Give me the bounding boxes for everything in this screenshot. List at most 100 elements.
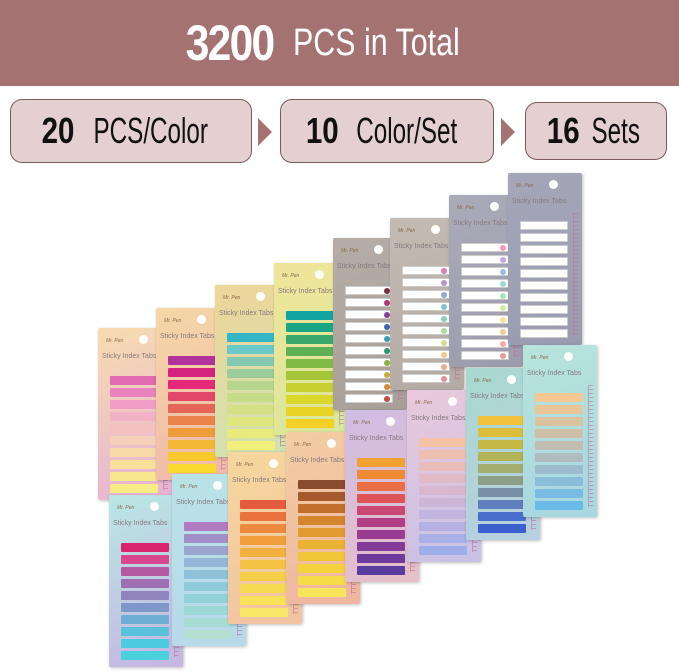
sticky-tab bbox=[478, 512, 526, 521]
sticky-tab bbox=[184, 618, 232, 627]
sticky-tab bbox=[520, 233, 568, 242]
sticky-tab bbox=[110, 424, 158, 433]
sticky-tab bbox=[357, 566, 405, 575]
brand-logo: Mr. Pen bbox=[236, 462, 254, 468]
sticky-tab bbox=[520, 269, 568, 278]
sticky-tab bbox=[461, 339, 509, 348]
sticky-tab bbox=[419, 498, 467, 507]
sticky-tab bbox=[286, 323, 334, 332]
sticky-tab bbox=[184, 630, 232, 639]
ruler bbox=[588, 385, 593, 507]
sticky-tab bbox=[121, 651, 169, 660]
pcs-per-color-label: PCS/Color bbox=[93, 110, 208, 151]
sticky-tab bbox=[286, 347, 334, 356]
sticky-tab bbox=[345, 382, 393, 391]
sticky-tab bbox=[168, 380, 216, 389]
sticky-tab bbox=[110, 448, 158, 457]
sticky-tab bbox=[461, 327, 509, 336]
tab-set-card: Mr. Pen Sticky Index Tabs bbox=[523, 345, 597, 517]
sticky-tab bbox=[286, 335, 334, 344]
sticky-tab bbox=[419, 474, 467, 483]
tab-set-card: Mr. Pen Sticky Index Tabs bbox=[508, 173, 582, 345]
tab-set-card: Mr. Pen Sticky Index Tabs bbox=[172, 474, 246, 646]
sticky-tab bbox=[535, 429, 583, 438]
sticky-tab bbox=[184, 522, 232, 531]
sticky-tab bbox=[184, 546, 232, 555]
sticky-tab bbox=[357, 506, 405, 515]
sticky-tab bbox=[402, 374, 450, 383]
sticky-tab bbox=[240, 512, 288, 521]
sticky-tab bbox=[298, 516, 346, 525]
sticky-tab bbox=[402, 290, 450, 299]
sticky-tab bbox=[298, 552, 346, 561]
sticky-tab bbox=[121, 555, 169, 564]
sticky-tab bbox=[357, 518, 405, 527]
sticky-tab bbox=[240, 572, 288, 581]
sticky-tab bbox=[168, 464, 216, 473]
arrow-right-icon bbox=[501, 118, 515, 146]
sticky-tab bbox=[345, 358, 393, 367]
sticky-tab bbox=[357, 494, 405, 503]
sticky-tab bbox=[110, 436, 158, 445]
sticky-tab bbox=[121, 615, 169, 624]
brand-logo: Mr. Pen bbox=[457, 205, 475, 211]
sticky-tab bbox=[286, 359, 334, 368]
sticky-tab bbox=[520, 245, 568, 254]
sticky-tab bbox=[168, 428, 216, 437]
sticky-tab bbox=[121, 579, 169, 588]
sticky-tab bbox=[121, 543, 169, 552]
sticky-tab bbox=[357, 542, 405, 551]
hang-hole bbox=[197, 315, 206, 324]
hang-hole bbox=[386, 417, 395, 426]
sticky-tab bbox=[110, 472, 158, 481]
sticky-tab bbox=[121, 627, 169, 636]
sticky-tab bbox=[461, 291, 509, 300]
sticky-tab bbox=[520, 257, 568, 266]
sticky-tab bbox=[298, 480, 346, 489]
sticky-tab bbox=[184, 570, 232, 579]
sticky-tab bbox=[121, 591, 169, 600]
pcs-per-color-number: 20 bbox=[41, 110, 75, 151]
sticky-tab bbox=[168, 416, 216, 425]
sticky-tab bbox=[227, 369, 275, 378]
brand-logo: Mr. Pen bbox=[294, 442, 312, 448]
sticky-tab bbox=[520, 293, 568, 302]
sticky-tab bbox=[535, 441, 583, 450]
ruler bbox=[573, 213, 578, 335]
sticky-tab bbox=[286, 419, 334, 428]
sticky-tab bbox=[520, 281, 568, 290]
hang-hole bbox=[315, 270, 324, 279]
sticky-tab bbox=[520, 317, 568, 326]
sticky-tab bbox=[461, 243, 509, 252]
title-banner: 3200 PCS in Total bbox=[0, 0, 679, 86]
sticky-tab bbox=[535, 477, 583, 486]
sets-number: 16 bbox=[546, 110, 580, 151]
brand-logo: Mr. Pen bbox=[531, 355, 549, 361]
sets-badge: 16 Sets bbox=[525, 102, 667, 160]
sticky-tab bbox=[535, 489, 583, 498]
sticky-tab bbox=[419, 450, 467, 459]
sticky-tab bbox=[184, 582, 232, 591]
sticky-tab bbox=[227, 333, 275, 342]
sticky-tab bbox=[168, 452, 216, 461]
product-label: Sticky Index Tabs bbox=[219, 310, 274, 317]
hang-hole bbox=[139, 335, 148, 344]
sticky-tab bbox=[357, 482, 405, 491]
sticky-tab bbox=[227, 441, 275, 450]
sticky-tab bbox=[298, 504, 346, 513]
sticky-tab bbox=[227, 393, 275, 402]
sticky-tab bbox=[345, 394, 393, 403]
product-label: Sticky Index Tabs bbox=[232, 477, 287, 484]
sticky-tab bbox=[227, 345, 275, 354]
sticky-tab bbox=[345, 346, 393, 355]
sticky-tab bbox=[345, 298, 393, 307]
sticky-tab bbox=[286, 383, 334, 392]
sticky-tab bbox=[535, 405, 583, 414]
product-label: Sticky Index Tabs bbox=[394, 243, 449, 250]
sticky-tab bbox=[402, 326, 450, 335]
sticky-tab bbox=[535, 393, 583, 402]
sticky-tab bbox=[168, 440, 216, 449]
sticky-tab bbox=[402, 266, 450, 275]
sticky-tab bbox=[298, 588, 346, 597]
sticky-tab bbox=[478, 476, 526, 485]
